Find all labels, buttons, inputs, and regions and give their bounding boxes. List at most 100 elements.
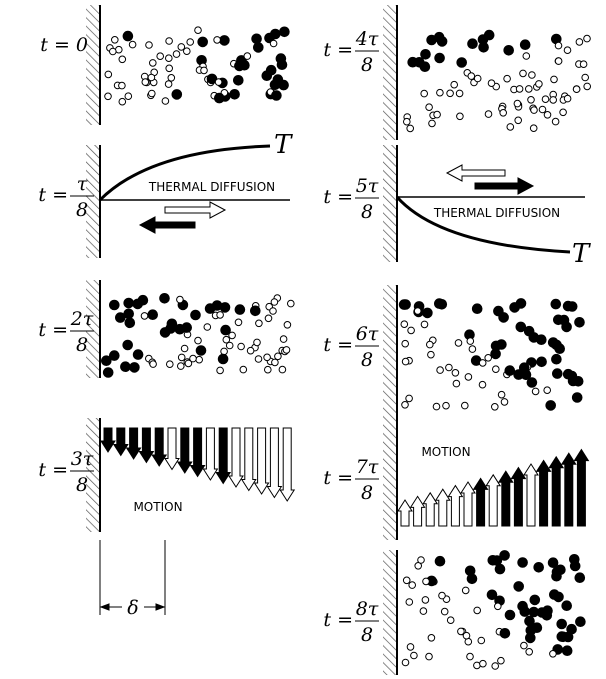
- particle: [101, 355, 112, 367]
- time-label-denominator: 8: [76, 334, 88, 356]
- particle: [543, 386, 552, 395]
- particle: [141, 78, 150, 86]
- particle: [556, 618, 568, 630]
- particle: [181, 322, 192, 333]
- particle: [403, 117, 411, 126]
- particle: [473, 74, 482, 83]
- time-label-prefix: t =: [323, 334, 353, 356]
- particle: [200, 66, 208, 75]
- particle: [566, 301, 578, 312]
- particle: [128, 40, 137, 49]
- particle: [180, 344, 189, 353]
- particle: [571, 392, 583, 403]
- particle: [513, 99, 522, 108]
- particle: [574, 572, 586, 584]
- particle: [479, 659, 487, 668]
- particle: [529, 124, 538, 132]
- particle: [203, 323, 212, 331]
- particle: [264, 365, 272, 374]
- particle: [264, 314, 273, 323]
- particle: [451, 369, 460, 377]
- particle: [528, 71, 536, 79]
- label-thermal-diffusion: THERMAL DIFFUSION: [433, 206, 560, 220]
- motion-arrow: [138, 427, 155, 464]
- particle: [432, 402, 441, 411]
- particle: [467, 38, 478, 50]
- particle: [525, 648, 534, 656]
- particle: [473, 606, 482, 615]
- particle: [140, 312, 149, 320]
- particle: [425, 652, 433, 661]
- particle: [566, 623, 577, 635]
- particle: [118, 55, 127, 64]
- particle: [467, 72, 476, 80]
- particle: [234, 304, 246, 315]
- particle: [487, 555, 499, 566]
- particle: [184, 359, 193, 368]
- particle: [490, 340, 502, 352]
- particle: [124, 92, 133, 100]
- particle: [401, 401, 409, 409]
- particle: [279, 26, 290, 38]
- particle: [559, 108, 567, 117]
- particle: [253, 338, 261, 347]
- time-label-prefix: t =: [323, 186, 353, 208]
- particle: [567, 375, 579, 387]
- particle: [552, 368, 563, 379]
- particle: [220, 324, 231, 336]
- particle: [251, 33, 262, 45]
- particle: [471, 303, 483, 315]
- particle: [461, 586, 470, 595]
- time-label-numerator: 8τ: [356, 598, 379, 620]
- particle: [504, 365, 516, 376]
- diffusion-right: [395, 164, 585, 254]
- particle: [446, 89, 454, 98]
- time-label-numerator: 5τ: [356, 175, 379, 197]
- particle: [219, 35, 230, 46]
- particle: [497, 656, 505, 665]
- particle: [504, 609, 516, 621]
- particle: [514, 116, 523, 125]
- delta-marker: [99, 540, 166, 615]
- particle: [525, 85, 533, 93]
- particle: [478, 42, 489, 53]
- particle: [283, 321, 292, 329]
- particle: [183, 47, 191, 56]
- time-label-prefix: t =: [38, 459, 68, 481]
- particle: [408, 581, 417, 589]
- particle: [239, 365, 248, 374]
- particle: [563, 94, 572, 103]
- particle: [195, 345, 207, 356]
- particle: [519, 606, 531, 617]
- particles: [101, 26, 592, 670]
- particle: [569, 560, 581, 572]
- particle: [104, 70, 113, 79]
- particle: [579, 60, 588, 68]
- particle: [413, 307, 422, 315]
- particle: [427, 350, 435, 359]
- particle: [517, 557, 528, 568]
- time-label-denominator: 8: [361, 54, 373, 76]
- particle: [536, 356, 547, 368]
- particle: [487, 79, 496, 87]
- label-thermal-diffusion: THERMAL DIFFUSION: [148, 180, 275, 194]
- particle: [433, 110, 441, 119]
- particle: [450, 80, 459, 89]
- particle: [234, 318, 243, 327]
- time-label-denominator: 8: [76, 474, 88, 496]
- particle: [405, 598, 414, 606]
- particle: [122, 30, 134, 42]
- particle: [538, 105, 547, 114]
- wall-hatch: [383, 420, 397, 540]
- particle: [522, 52, 531, 60]
- particle: [265, 64, 277, 76]
- particle: [519, 39, 531, 51]
- particle: [525, 632, 536, 644]
- particle: [527, 96, 535, 104]
- particle: [271, 90, 282, 101]
- particle: [166, 360, 174, 369]
- particle: [270, 298, 279, 306]
- particle: [434, 52, 445, 64]
- label-motion: MOTION: [133, 500, 182, 514]
